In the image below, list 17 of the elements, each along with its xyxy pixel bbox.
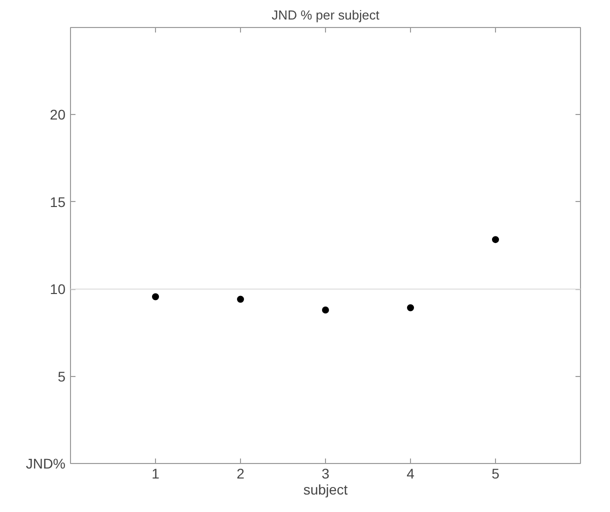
x-tick-label: 5 [492,466,500,482]
point [492,236,499,244]
y-tick-label: 15 [50,194,66,210]
x-tick-label: 2 [236,466,245,482]
point [152,293,159,300]
y-tick-label: 10 [50,281,66,298]
x-tick-label: 3 [322,466,330,482]
x-tick-label: 1 [152,466,160,482]
y-tick-label: 5 [58,368,66,384]
point [407,304,414,312]
point [237,296,244,303]
chart-title: JND % per subject [272,8,380,22]
y-tick-label: JND% [26,456,66,472]
point [322,306,329,314]
y-tick-label: 20 [50,106,66,123]
x-axis-title: subject [303,482,348,498]
x-tick-label: 4 [406,466,415,482]
